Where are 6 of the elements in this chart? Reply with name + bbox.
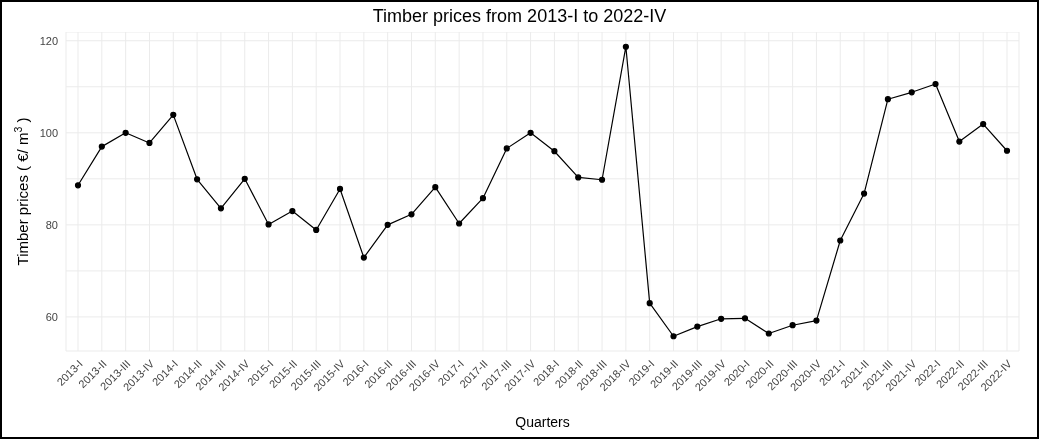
y-tick-label: 80 [45,218,58,231]
x-axis-title: Quarters [515,414,570,430]
chart-title: Timber prices from 2013-I to 2022-IV [371,6,668,27]
y-tick-label: 120 [39,34,58,47]
y-tick-label: 60 [45,310,58,323]
y-tick-label: 100 [39,126,58,139]
